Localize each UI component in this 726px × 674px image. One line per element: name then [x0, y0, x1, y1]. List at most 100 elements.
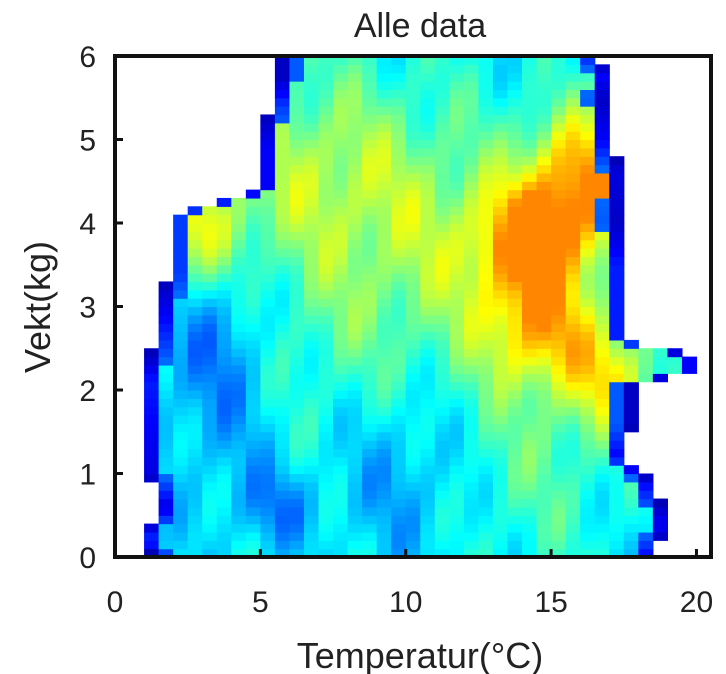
heatmap-cell	[362, 548, 378, 558]
heatmap-cell	[333, 122, 349, 132]
heatmap-cell	[420, 448, 436, 458]
heatmap-cell	[158, 331, 174, 341]
heatmap-cell	[623, 498, 639, 508]
heatmap-cell	[580, 331, 596, 341]
heatmap-cell	[391, 531, 407, 541]
heatmap-cell	[522, 456, 538, 466]
heatmap-cell	[216, 498, 232, 508]
heatmap-cell	[376, 356, 392, 366]
heatmap-cell	[405, 189, 421, 199]
heatmap-cell	[347, 56, 363, 65]
heatmap-cell	[274, 540, 291, 550]
y-axis-title: Vekt(kg)	[17, 241, 58, 373]
heatmap-cell	[594, 398, 610, 408]
heatmap-cell	[623, 515, 639, 525]
heatmap-cell	[231, 548, 247, 558]
heatmap-cell	[420, 64, 436, 74]
heatmap-cell	[391, 440, 407, 450]
heatmap-cell	[594, 156, 610, 166]
heatmap-cell	[318, 314, 334, 324]
heatmap-cell	[449, 473, 465, 483]
heatmap-cell	[333, 531, 349, 541]
heatmap-cell	[405, 314, 421, 324]
heatmap-cell	[405, 248, 421, 257]
heatmap-cell	[420, 206, 436, 216]
heatmap-cell	[609, 415, 625, 424]
heatmap-cell	[434, 448, 450, 458]
heatmap-cell	[405, 331, 421, 341]
heatmap-cell	[565, 289, 581, 299]
heatmap-cell	[245, 231, 261, 241]
heatmap-cell	[623, 465, 639, 475]
heatmap-cell	[420, 339, 436, 349]
heatmap-cell	[245, 498, 261, 508]
heatmap-cell	[274, 206, 291, 216]
heatmap-cell	[202, 231, 218, 241]
heatmap-cell	[580, 440, 596, 450]
heatmap-cell	[231, 390, 247, 399]
heatmap-cell	[551, 423, 567, 433]
heatmap-cell	[260, 531, 276, 541]
heatmap-cell	[507, 164, 523, 174]
heatmap-cell	[376, 189, 392, 199]
heatmap-cell	[609, 431, 625, 441]
heatmap-cell	[536, 164, 552, 174]
heatmap-cell	[216, 440, 232, 450]
heatmap-cell	[158, 390, 174, 399]
heatmap-cell	[158, 356, 174, 366]
heatmap-cell	[303, 223, 320, 232]
heatmap-cell	[289, 273, 305, 283]
heatmap-cell	[580, 223, 596, 232]
heatmap-cell	[507, 465, 523, 475]
heatmap-cell	[347, 139, 363, 149]
heatmap-cell	[565, 523, 581, 533]
heatmap-cell	[507, 231, 523, 241]
heatmap-cell	[274, 331, 291, 341]
heatmap-cell	[289, 206, 305, 216]
heatmap-cell	[347, 356, 363, 366]
heatmap-cell	[609, 306, 625, 316]
heatmap-cell	[565, 490, 581, 500]
heatmap-cell	[434, 56, 450, 65]
heatmap-cell	[158, 314, 174, 324]
heatmap-cell	[376, 81, 392, 90]
heatmap-cell	[565, 273, 581, 283]
heatmap-cell	[405, 465, 421, 475]
heatmap-cell	[362, 81, 378, 90]
heatmap-cell	[391, 406, 407, 416]
heatmap-cell	[507, 89, 523, 99]
heatmap-cell	[420, 131, 436, 141]
heatmap-cell	[405, 114, 421, 124]
heatmap-cell	[580, 373, 596, 383]
heatmap-cell	[289, 289, 305, 299]
heatmap-cell	[376, 281, 392, 291]
heatmap-cell	[202, 339, 218, 349]
heatmap-cell	[507, 114, 523, 124]
heatmap-cell	[449, 465, 465, 475]
heatmap-cell	[289, 248, 305, 257]
heatmap-cell	[522, 223, 538, 232]
heatmap-cell	[522, 548, 538, 558]
heatmap-cell	[333, 72, 349, 82]
heatmap-cell	[478, 548, 494, 558]
heatmap-cell	[492, 289, 509, 299]
heatmap-cell	[231, 239, 247, 249]
heatmap-cell	[594, 81, 610, 90]
heatmap-cell	[333, 139, 349, 149]
heatmap-cell	[376, 415, 392, 424]
heatmap-cell	[187, 273, 203, 283]
heatmap-cell	[216, 289, 232, 299]
heatmap-cell	[274, 356, 291, 366]
heatmap-cell	[347, 147, 363, 157]
heatmap-cell	[260, 273, 276, 283]
x-axis: 0 5 10 15 20	[107, 549, 713, 619]
heatmap-cell	[231, 398, 247, 408]
heatmap-cell	[638, 481, 654, 491]
heatmap-cell	[405, 498, 421, 508]
heatmap-cell	[580, 323, 596, 333]
heatmap-cell	[420, 289, 436, 299]
heatmap-cell	[551, 498, 567, 508]
heatmap-cell	[376, 406, 392, 416]
heatmap-cell	[289, 423, 305, 433]
heatmap-cell	[289, 531, 305, 541]
